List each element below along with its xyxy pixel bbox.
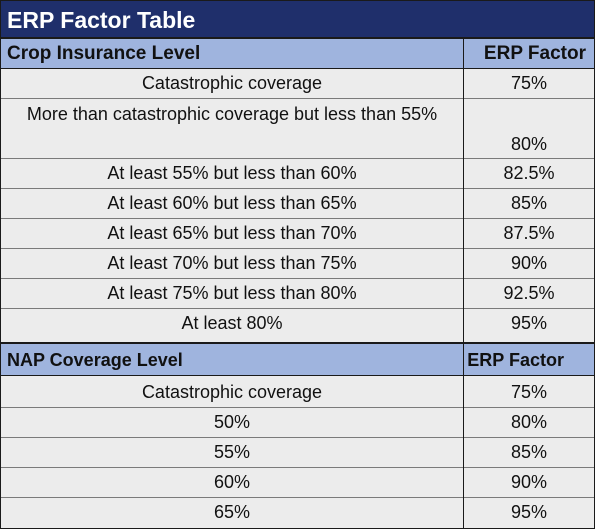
crop-factor-cell: 95%	[510, 313, 548, 333]
table-row: 65% 95%	[1, 498, 594, 528]
nap-factor-cell: 85%	[510, 442, 548, 462]
crop-factor-cell: 90%	[510, 253, 548, 273]
column-divider	[463, 344, 464, 528]
crop-level-cell: At least 60% but less than 65%	[107, 193, 357, 213]
nap-header-factor: ERP Factor	[467, 350, 564, 370]
crop-level-cell: At least 65% but less than 70%	[107, 223, 357, 243]
table-row: At least 60% but less than 65% 85%	[1, 189, 594, 219]
crop-factor-cell: 75%	[510, 73, 548, 93]
table-row: At least 70% but less than 75% 90%	[1, 249, 594, 279]
crop-level-text: More than catastrophic coverage but less…	[26, 104, 438, 124]
nap-level-cell: 55%	[213, 442, 251, 462]
table-title: ERP Factor Table	[1, 1, 594, 39]
crop-header-factor: ERP Factor	[483, 43, 586, 64]
crop-section-header: Crop Insurance Level ERP Factor	[1, 39, 594, 69]
nap-factor-cell: 75%	[510, 382, 548, 402]
nap-factor-cell: 95%	[510, 502, 548, 522]
table-row: At least 75% but less than 80% 92.5%	[1, 279, 594, 309]
nap-factor-cell: 90%	[510, 472, 548, 492]
table-row: More than catastrophic coverage but less…	[1, 99, 594, 159]
nap-level-cell: 65%	[213, 502, 251, 522]
table-row: 50% 80%	[1, 408, 594, 438]
crop-level-cell: At least 75% but less than 80%	[107, 283, 357, 303]
table-row: Catastrophic coverage 75%	[1, 69, 594, 99]
nap-level-cell: 60%	[213, 472, 251, 492]
section-divider	[1, 342, 594, 344]
crop-factor-cell: 87.5%	[503, 223, 555, 243]
crop-level-cell: At least 70% but less than 75%	[107, 253, 357, 273]
crop-level-cell: More than catastrophic coverage but less…	[1, 99, 463, 158]
nap-level-cell: 50%	[213, 412, 251, 432]
nap-level-cell: Catastrophic coverage	[141, 382, 323, 402]
crop-factor-cell: 85%	[510, 193, 548, 213]
table-row: At least 65% but less than 70% 87.5%	[1, 219, 594, 249]
crop-header-level: Crop Insurance Level	[7, 43, 201, 64]
table-row: 55% 85%	[1, 438, 594, 468]
crop-factor-cell: 80%	[510, 134, 548, 154]
table-row: At least 55% but less than 60% 82.5%	[1, 159, 594, 189]
nap-section-header: NAP Coverage Level ERP Factor	[1, 344, 594, 376]
crop-factor-cell: 82.5%	[503, 163, 555, 183]
table-row: At least 80% 95%	[1, 309, 594, 342]
nap-header-level: NAP Coverage Level	[7, 350, 183, 370]
table-row: 60% 90%	[1, 468, 594, 498]
table-row: Catastrophic coverage 75%	[1, 376, 594, 408]
crop-factor-cell: 92.5%	[503, 283, 555, 303]
crop-level-cell: At least 55% but less than 60%	[107, 163, 357, 183]
crop-level-cell: Catastrophic coverage	[141, 73, 323, 93]
nap-factor-cell: 80%	[510, 412, 548, 432]
crop-level-cell: At least 80%	[181, 313, 283, 333]
column-divider	[463, 39, 464, 342]
